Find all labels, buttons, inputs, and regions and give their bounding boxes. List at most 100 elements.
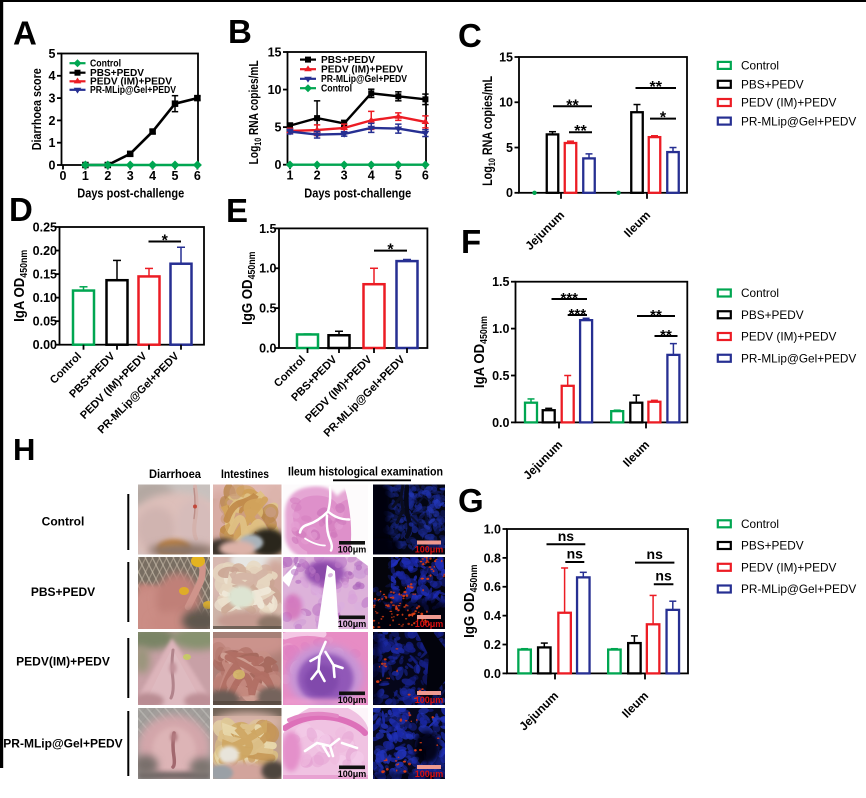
svg-text:PEDV (IM)+PEDV: PEDV (IM)+PEDV	[321, 65, 403, 76]
svg-text:PBS+PEDV: PBS+PEDV	[90, 68, 144, 79]
svg-text:1.0: 1.0	[484, 522, 501, 536]
svg-text:PR-MLip@Gel+PEDV: PR-MLip@Gel+PEDV	[741, 582, 856, 596]
svg-text:100μm: 100μm	[415, 695, 444, 705]
svg-text:5: 5	[506, 141, 513, 155]
svg-text:Control: Control	[321, 84, 352, 95]
svg-text:ns: ns	[567, 546, 584, 562]
svg-text:D: D	[9, 191, 33, 228]
svg-text:PBS+PEDV: PBS+PEDV	[321, 55, 375, 66]
svg-text:1: 1	[82, 169, 89, 183]
svg-text:**: **	[660, 327, 672, 344]
svg-text:0: 0	[49, 158, 56, 172]
svg-text:2: 2	[314, 168, 321, 182]
svg-text:1.5: 1.5	[259, 222, 276, 236]
svg-text:**: **	[566, 97, 579, 114]
svg-text:G: G	[458, 482, 484, 519]
svg-text:0.25: 0.25	[33, 220, 57, 234]
svg-text:0.5: 0.5	[259, 302, 276, 316]
svg-text:Control: Control	[741, 286, 779, 300]
svg-text:Control: Control	[42, 515, 85, 529]
svg-text:Log10 RNA copies/mL: Log10 RNA copies/mL	[480, 76, 497, 186]
svg-text:PEDV (IM)+PEDV: PEDV (IM)+PEDV	[741, 561, 837, 575]
svg-text:0.10: 0.10	[33, 291, 57, 305]
svg-text:100μm: 100μm	[338, 545, 367, 555]
svg-text:100μm: 100μm	[415, 769, 444, 779]
svg-text:PBS+PEDV: PBS+PEDV	[741, 308, 804, 322]
svg-text:100μm: 100μm	[415, 545, 444, 555]
svg-text:F: F	[461, 223, 481, 260]
svg-text:PR-MLip@Gel+PEDV: PR-MLip@Gel+PEDV	[3, 737, 122, 751]
svg-text:E: E	[226, 192, 248, 229]
svg-text:0.2: 0.2	[484, 638, 501, 652]
svg-text:ns: ns	[655, 568, 672, 584]
svg-text:100μm: 100μm	[338, 769, 367, 779]
svg-text:0.8: 0.8	[484, 551, 501, 565]
svg-text:4: 4	[49, 69, 56, 83]
svg-text:5: 5	[172, 169, 179, 183]
svg-text:**: **	[650, 307, 662, 324]
svg-text:PR-MLip@Gel+PEDV: PR-MLip@Gel+PEDV	[741, 114, 856, 128]
svg-text:PR-MLip@Gel+PEDV: PR-MLip@Gel+PEDV	[90, 85, 176, 96]
svg-text:1.0: 1.0	[492, 322, 509, 336]
svg-text:Control: Control	[741, 59, 779, 73]
svg-text:5: 5	[395, 168, 402, 182]
svg-text:*: *	[387, 242, 394, 259]
svg-text:3: 3	[341, 168, 348, 182]
svg-text:0.4: 0.4	[484, 609, 501, 623]
svg-text:0.15: 0.15	[33, 267, 57, 281]
svg-text:Ileum histological examination: Ileum histological examination	[288, 465, 443, 479]
svg-text:PBS+PEDV: PBS+PEDV	[741, 78, 804, 92]
svg-text:ns: ns	[558, 528, 575, 544]
svg-text:1: 1	[49, 136, 56, 150]
svg-text:*: *	[162, 233, 169, 250]
svg-text:Diarrhoea: Diarrhoea	[149, 467, 201, 481]
svg-text:Days post-challenge: Days post-challenge	[77, 186, 184, 201]
svg-text:0.20: 0.20	[33, 244, 57, 258]
svg-text:10: 10	[268, 83, 282, 97]
svg-text:Log10 RNA copies/mL: Log10 RNA copies/mL	[246, 60, 263, 164]
svg-text:***: ***	[560, 290, 578, 307]
svg-text:100μm: 100μm	[415, 619, 444, 629]
svg-text:*: *	[660, 110, 667, 127]
svg-text:PBS+PEDV: PBS+PEDV	[741, 539, 804, 553]
svg-text:0: 0	[60, 169, 67, 183]
svg-text:**: **	[574, 123, 587, 140]
svg-text:H: H	[13, 432, 35, 467]
svg-text:A: A	[13, 15, 37, 52]
svg-text:2: 2	[49, 114, 56, 128]
svg-text:100μm: 100μm	[338, 619, 367, 629]
svg-text:0.6: 0.6	[484, 580, 501, 594]
svg-text:1.0: 1.0	[259, 262, 276, 276]
svg-text:5: 5	[275, 121, 282, 135]
svg-text:C: C	[458, 17, 482, 54]
svg-text:**: **	[650, 79, 663, 96]
svg-text:3: 3	[127, 169, 134, 183]
svg-text:Control: Control	[90, 59, 121, 70]
svg-text:1: 1	[287, 168, 294, 182]
svg-text:0.0: 0.0	[484, 667, 501, 681]
svg-text:PEDV(IM)+PEDV: PEDV(IM)+PEDV	[16, 655, 110, 669]
svg-text:2: 2	[104, 169, 111, 183]
svg-text:3: 3	[49, 91, 56, 105]
svg-text:15: 15	[268, 45, 282, 59]
svg-text:4: 4	[149, 169, 156, 183]
svg-text:B: B	[228, 13, 252, 50]
svg-text:1.5: 1.5	[492, 275, 509, 289]
svg-text:4: 4	[368, 168, 375, 182]
svg-text:0.05: 0.05	[33, 315, 57, 329]
svg-text:0.00: 0.00	[33, 338, 57, 352]
svg-text:PEDV (IM)+PEDV: PEDV (IM)+PEDV	[741, 96, 837, 110]
svg-text:0: 0	[506, 186, 513, 200]
svg-text:0.0: 0.0	[259, 341, 276, 355]
svg-text:0.0: 0.0	[492, 416, 509, 430]
svg-text:Days post-challenge: Days post-challenge	[304, 186, 411, 201]
svg-text:PBS+PEDV: PBS+PEDV	[31, 585, 95, 599]
svg-text:100μm: 100μm	[338, 695, 367, 705]
svg-text:6: 6	[422, 168, 429, 182]
svg-text:10: 10	[499, 96, 513, 110]
svg-text:Diarrhoea score: Diarrhoea score	[29, 68, 44, 150]
svg-text:Control: Control	[741, 517, 779, 531]
svg-text:PEDV (IM)+PEDV: PEDV (IM)+PEDV	[741, 330, 837, 344]
svg-text:ns: ns	[647, 546, 664, 562]
svg-text:PEDV (IM)+PEDV: PEDV (IM)+PEDV	[90, 77, 172, 88]
